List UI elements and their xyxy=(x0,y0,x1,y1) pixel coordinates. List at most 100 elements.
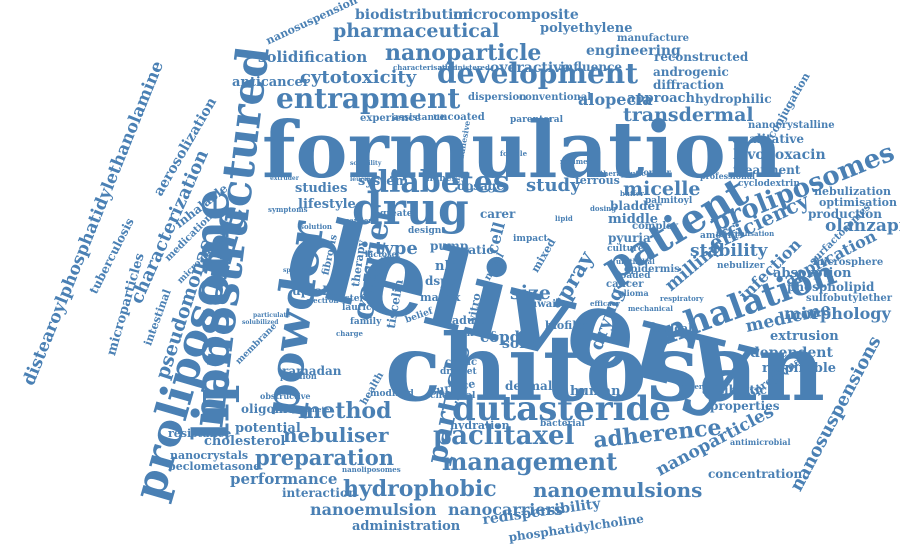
word: copd xyxy=(480,328,521,346)
word: parenteral xyxy=(510,115,564,125)
word: engineering xyxy=(586,43,681,59)
word: topical xyxy=(650,322,693,335)
word: method xyxy=(298,398,392,424)
word: dosing xyxy=(590,204,617,213)
word: nanoemulsions xyxy=(533,478,703,502)
word: extruder xyxy=(270,175,299,182)
word: influence xyxy=(560,60,623,74)
word: respirable xyxy=(762,361,837,376)
word: overactive xyxy=(490,60,571,76)
word: development xyxy=(437,57,639,90)
word: biofilm xyxy=(545,319,589,332)
word: absorption xyxy=(773,266,852,281)
word: microsphere xyxy=(813,257,884,268)
word: qualitative xyxy=(732,132,805,146)
word: mechanical xyxy=(628,304,673,313)
word: respiratory xyxy=(660,294,704,303)
word: urothelial xyxy=(616,257,655,266)
word: manufacture xyxy=(617,33,689,44)
word: polyethylene xyxy=(540,21,633,36)
word: family xyxy=(350,317,382,327)
word: interaction xyxy=(282,486,357,500)
word: loaded xyxy=(617,271,651,281)
word: eastern xyxy=(333,294,371,304)
word: greater xyxy=(380,209,418,219)
word: lactose xyxy=(365,249,397,259)
word: androgenic xyxy=(653,65,729,79)
word: nanocarriers xyxy=(448,500,563,519)
word: nebuliser xyxy=(283,423,389,447)
word: electron xyxy=(306,296,339,305)
word: type xyxy=(375,238,418,259)
word: nanoliposomes xyxy=(342,465,401,474)
word: properties xyxy=(710,399,780,413)
word: alopecia xyxy=(578,90,653,109)
word: glioma xyxy=(618,288,649,298)
word: nanoemulsion xyxy=(310,500,437,519)
word: internalisation xyxy=(716,229,775,238)
word: dspe xyxy=(425,274,457,288)
word: ramadan xyxy=(282,364,342,378)
word: ferrous xyxy=(575,174,620,187)
word: obstructive xyxy=(260,391,311,401)
word: solidification xyxy=(258,48,368,66)
word: formulation xyxy=(262,105,783,196)
word: nebulizer xyxy=(717,261,765,271)
word: transdermal xyxy=(623,104,754,126)
word: dependent xyxy=(750,345,833,361)
word: cholesterol xyxy=(204,434,286,449)
word: solubility xyxy=(350,160,382,167)
word: concentration xyxy=(708,467,803,481)
word: chitosan xyxy=(385,314,826,422)
word: drug xyxy=(352,184,469,235)
word: morphology xyxy=(784,304,891,323)
word: bacterial xyxy=(540,419,585,429)
word: antimicrobial xyxy=(730,437,791,447)
word: lifestyle xyxy=(298,197,356,212)
word: hydrophobic xyxy=(343,476,497,502)
word: levofloxacin xyxy=(733,147,826,163)
word: professional xyxy=(700,171,756,181)
word: production xyxy=(808,207,882,221)
word: pump xyxy=(430,239,469,253)
word: phospholipid xyxy=(787,280,875,294)
word: nanocrystalline xyxy=(748,120,835,131)
word: dosage xyxy=(457,179,504,193)
word: buffer xyxy=(620,189,644,198)
word: therapeutic xyxy=(600,169,646,178)
word: particulate xyxy=(253,312,291,319)
word: matrix xyxy=(420,291,461,304)
word: complex xyxy=(632,221,679,232)
word: olanzapine xyxy=(825,216,900,236)
word: dispersion xyxy=(468,92,527,103)
word: impact xyxy=(513,234,548,244)
word: treatment xyxy=(733,163,801,177)
word: papillon xyxy=(280,371,317,381)
word: cytotoxicity xyxy=(300,67,417,88)
word: kuwait xyxy=(523,299,561,310)
word: efficacy xyxy=(590,299,620,308)
word: chronic xyxy=(458,329,497,339)
word: diabetes xyxy=(368,165,510,200)
word: characterisation xyxy=(393,63,458,72)
word: pyuria xyxy=(608,231,651,245)
word: micelle xyxy=(623,178,701,200)
word: size xyxy=(510,282,551,304)
word: experience xyxy=(360,113,421,124)
word: beclometasone xyxy=(168,460,261,473)
word: design xyxy=(408,226,442,236)
word: follicle xyxy=(500,149,528,158)
word: sulfobutylether xyxy=(806,293,893,304)
word: approach xyxy=(627,91,695,106)
word: anticancer xyxy=(232,75,310,90)
word: regimen xyxy=(560,157,593,166)
word: optimisation xyxy=(819,196,898,209)
word: assistance xyxy=(393,113,446,123)
word: cancer xyxy=(606,279,644,290)
word: entrapment xyxy=(276,82,461,115)
word: palmitoyl xyxy=(645,196,693,206)
word: culture xyxy=(607,244,644,254)
word: oligomer xyxy=(241,402,302,416)
word: charge xyxy=(336,329,363,338)
